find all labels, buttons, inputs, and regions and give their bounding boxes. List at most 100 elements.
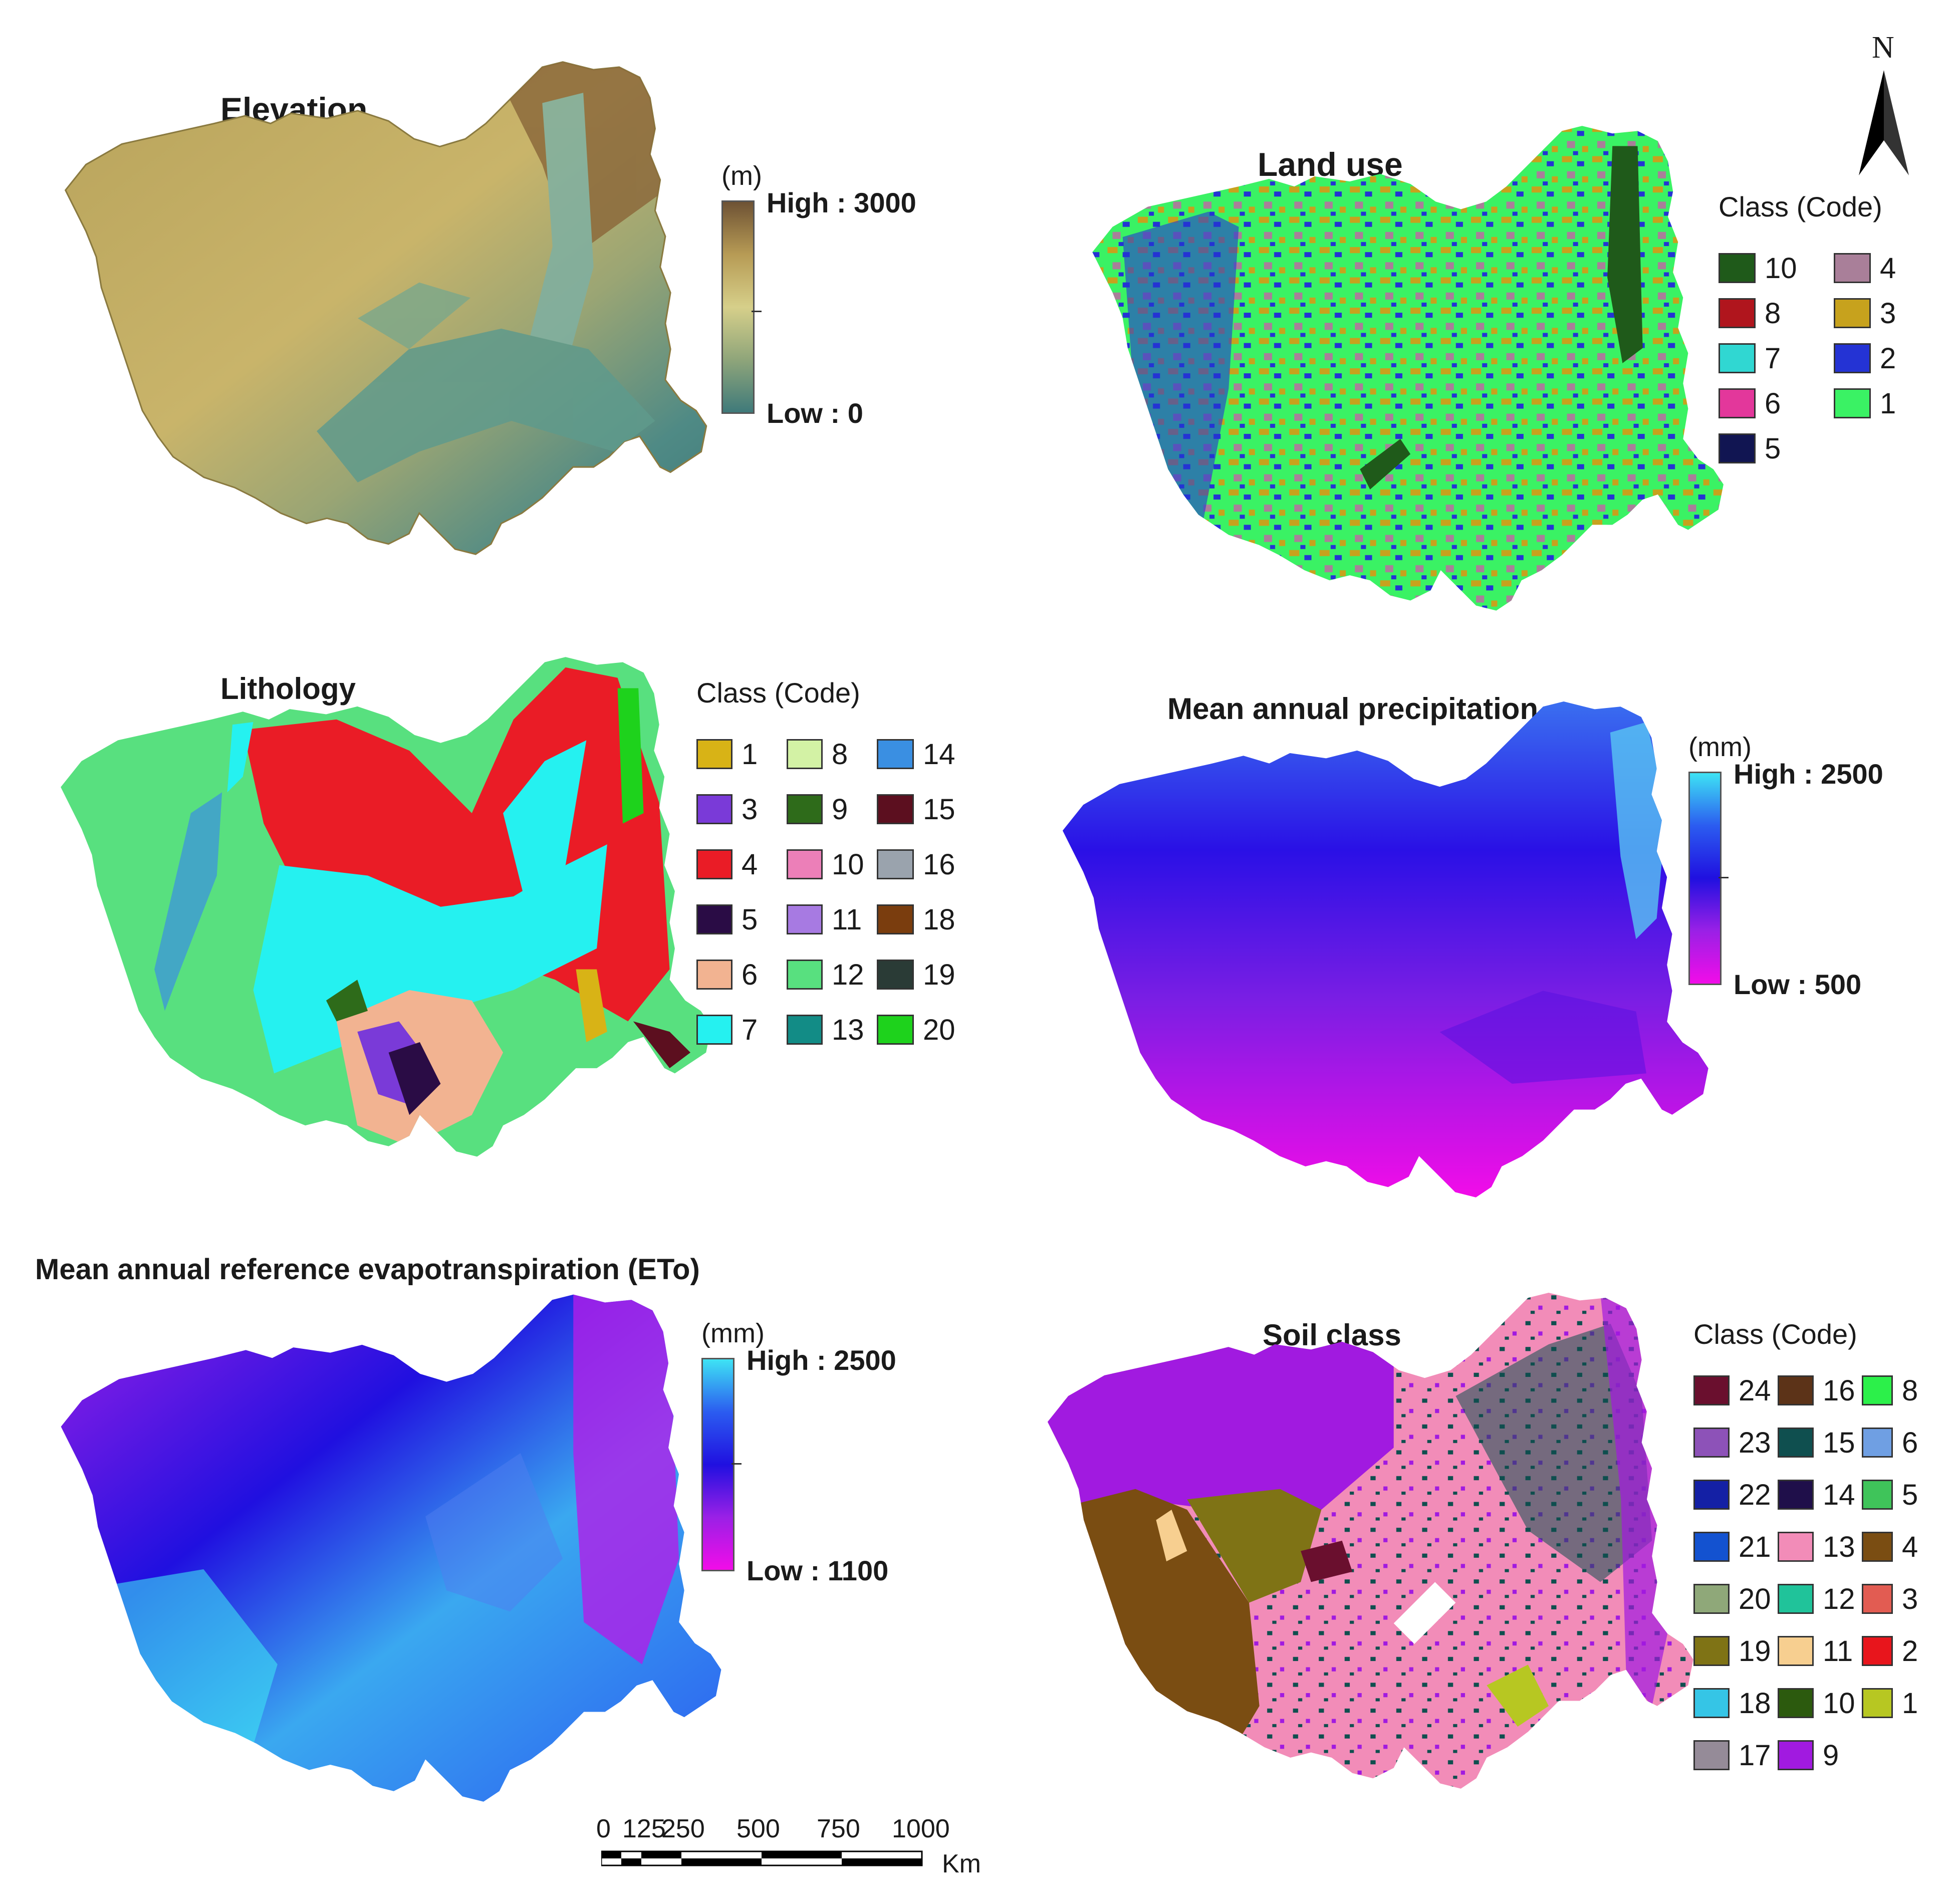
soil-legend-swatch — [1778, 1532, 1814, 1562]
lithology-legend-code: 5 — [742, 903, 758, 936]
soil-legend-swatch — [1862, 1375, 1893, 1405]
scale-tick-1000: 1000 — [892, 1814, 950, 1843]
lithology-legend-code: 1 — [742, 738, 758, 771]
soil-legend-code: 6 — [1902, 1426, 1918, 1459]
lithology-map — [61, 657, 711, 1157]
soil-legend-item: 20 — [1693, 1576, 1774, 1621]
north-arrow-icon — [1859, 70, 1909, 175]
soil-legend-item: 9 — [1778, 1733, 1858, 1778]
precipitation-panel: Mean annual precipitation (mm) High : 25… — [1027, 681, 1944, 1233]
lithology-legend-code: 11 — [832, 903, 862, 936]
lithology-legend-code: 7 — [742, 1013, 758, 1046]
soil-legend-item: 3 — [1862, 1576, 1937, 1621]
land-use-legend-item: 2 — [1834, 336, 1929, 381]
soil-legend-code: 19 — [1739, 1634, 1771, 1668]
soil-legend-item: 22 — [1693, 1472, 1774, 1517]
soil-legend-swatch — [1693, 1584, 1730, 1614]
soil-legend-item: 8 — [1862, 1368, 1937, 1413]
lithology-legend-code: 12 — [832, 958, 864, 991]
lithology-legend-code: 16 — [923, 848, 955, 881]
soil-legend-item: 14 — [1778, 1472, 1858, 1517]
lithology-legend-item: 15 — [877, 787, 962, 832]
lithology-panel: Lithology Class (Code) 1 8 14 3 9 15 4 10 16 5 11 1… — [30, 641, 982, 1203]
elevation-unit: (m) — [721, 161, 762, 191]
precipitation-ramp — [1688, 772, 1722, 985]
eto-high-label: High : 2500 — [747, 1344, 896, 1376]
lithology-legend-item: 16 — [877, 842, 962, 887]
scale-tick-0: 0 — [596, 1814, 611, 1843]
land-use-legend-code: 2 — [1880, 342, 1896, 375]
land-use-legend-code: 3 — [1880, 297, 1896, 330]
land-use-legend-title: Class (Code) — [1719, 191, 1882, 222]
precipitation-ramp-tick — [1719, 877, 1729, 878]
soil-legend-item: 24 — [1693, 1368, 1774, 1413]
lithology-legend-item: 13 — [787, 1007, 867, 1052]
lithology-legend-code: 20 — [923, 1013, 955, 1046]
lithology-legend-item: 1 — [696, 732, 777, 777]
scale-tick-750: 750 — [817, 1814, 860, 1843]
lithology-legend-item: 19 — [877, 952, 962, 997]
precipitation-unit: (mm) — [1688, 732, 1752, 762]
eto-map — [61, 1294, 721, 1802]
soil-legend-item: 23 — [1693, 1420, 1774, 1465]
lithology-legend-swatch — [696, 739, 732, 769]
land-use-legend-item: 8 — [1719, 291, 1814, 336]
scale-bar-graphic — [601, 1850, 923, 1866]
soil-legend-swatch — [1778, 1688, 1814, 1718]
scale-unit: Km — [942, 1849, 981, 1878]
soil-legend-swatch — [1778, 1480, 1814, 1510]
lithology-legend-item: 5 — [696, 897, 777, 942]
land-use-legend-swatch — [1719, 343, 1756, 373]
land-use-legend-item: 5 — [1719, 426, 1814, 471]
land-use-legend-code: 8 — [1765, 297, 1781, 330]
precipitation-low-label: Low : 500 — [1734, 969, 1862, 1000]
soil-legend-item: 21 — [1693, 1524, 1774, 1569]
north-arrow-label: N — [1872, 31, 1894, 65]
soil-legend-swatch — [1778, 1375, 1814, 1405]
lithology-legend: Class (Code) 1 8 14 3 9 15 4 10 16 5 11 18 6 12 19 7 13 2… — [696, 676, 977, 1087]
lithology-legend-code: 13 — [832, 1013, 864, 1046]
soil-legend-item: 11 — [1778, 1628, 1858, 1674]
elevation-ramp-tick — [752, 311, 762, 312]
lithology-legend-item: 18 — [877, 897, 962, 942]
soil-legend-item: 4 — [1862, 1524, 1937, 1569]
elevation-map — [65, 61, 707, 555]
soil-legend-code: 20 — [1739, 1582, 1771, 1615]
eto-low-label: Low : 1100 — [747, 1555, 889, 1586]
soil-legend-item: 18 — [1693, 1681, 1774, 1726]
elevation-ramp — [721, 200, 755, 414]
scale-tick-250: 250 — [661, 1814, 705, 1843]
soil-legend-code: 22 — [1739, 1478, 1771, 1511]
soil-legend-swatch — [1693, 1740, 1730, 1770]
soil-legend-item: 6 — [1862, 1420, 1937, 1465]
soil-legend-item: 15 — [1778, 1420, 1858, 1465]
soil-legend-code: 8 — [1902, 1374, 1918, 1407]
soil-legend-item: 10 — [1778, 1681, 1858, 1726]
land-use-legend-swatch — [1719, 298, 1756, 328]
soil-legend-code: 15 — [1823, 1426, 1855, 1459]
lithology-legend-code: 6 — [742, 958, 758, 991]
lithology-legend-item: 10 — [787, 842, 867, 887]
soil-legend-code: 24 — [1739, 1374, 1771, 1407]
soil-legend-swatch — [1693, 1688, 1730, 1718]
soil-legend-code: 16 — [1823, 1374, 1855, 1407]
lithology-legend-item: 14 — [877, 732, 962, 777]
land-use-legend-item: 10 — [1719, 246, 1814, 291]
eto-ramp — [701, 1358, 734, 1571]
precipitation-map — [1062, 701, 1708, 1198]
lithology-legend-item: 11 — [787, 897, 867, 942]
lithology-legend-swatch — [787, 1015, 823, 1045]
eto-legend: (mm) High : 2500 Low : 1100 — [701, 1318, 952, 1618]
lithology-legend-item: 3 — [696, 787, 777, 832]
land-use-legend-code: 5 — [1765, 432, 1781, 465]
soil-legend: Class (Code) 24 16 8 23 15 6 22 14 5 21 13 4 20 12 3 19… — [1693, 1318, 1944, 1819]
lithology-legend-code: 10 — [832, 848, 864, 881]
soil-legend-code: 5 — [1902, 1478, 1918, 1511]
land-use-legend-swatch — [1834, 343, 1871, 373]
lithology-legend-swatch — [696, 794, 732, 824]
land-use-legend-item: 1 — [1834, 381, 1929, 426]
elevation-high-label: High : 3000 — [767, 187, 916, 218]
lithology-legend-code: 15 — [923, 793, 955, 826]
lithology-legend-item: 8 — [787, 732, 867, 777]
soil-legend-swatch — [1778, 1428, 1814, 1458]
